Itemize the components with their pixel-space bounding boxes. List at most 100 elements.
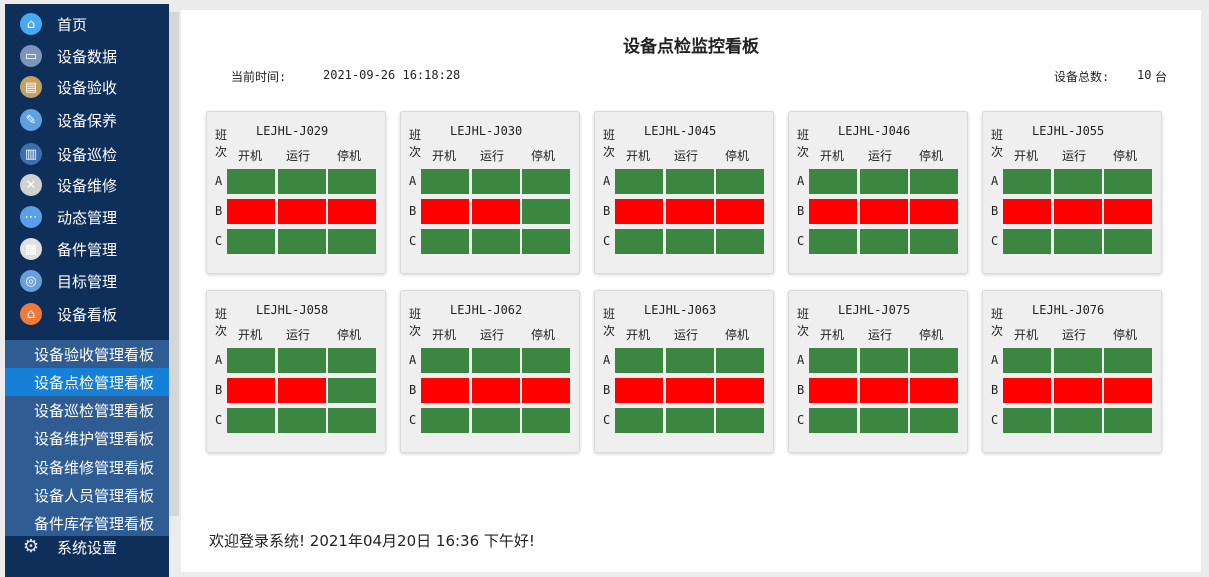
sidebar-item-device-data[interactable]: ▭ 设备数据 (5, 41, 169, 71)
submenu-item[interactable]: 设备维护管理看板 (34, 430, 155, 449)
status-cell[interactable] (227, 408, 275, 433)
status-cell[interactable] (522, 348, 570, 373)
status-cell[interactable] (1054, 229, 1102, 254)
status-cell[interactable] (1003, 348, 1051, 373)
sidebar-item-home[interactable]: ⌂ 首页 (5, 9, 169, 39)
status-cell[interactable] (1104, 169, 1152, 194)
status-cell[interactable] (328, 169, 376, 194)
status-cell[interactable] (278, 169, 326, 194)
status-cell[interactable] (1104, 199, 1152, 224)
status-cell[interactable] (860, 348, 908, 373)
status-cell[interactable] (328, 199, 376, 224)
status-cell[interactable] (666, 229, 714, 254)
status-cell[interactable] (615, 348, 663, 373)
status-cell[interactable] (1054, 199, 1102, 224)
status-cell[interactable] (666, 199, 714, 224)
status-cell[interactable] (421, 348, 469, 373)
status-cell[interactable] (615, 408, 663, 433)
status-cell[interactable] (278, 378, 326, 403)
sidebar-item-device-maintenance[interactable]: ✎ 设备保养 (5, 105, 169, 135)
status-cell[interactable] (1003, 169, 1051, 194)
status-cell[interactable] (421, 169, 469, 194)
status-cell[interactable] (421, 229, 469, 254)
status-cell[interactable] (809, 229, 857, 254)
status-cell[interactable] (522, 199, 570, 224)
status-cell[interactable] (522, 169, 570, 194)
status-cell[interactable] (1104, 348, 1152, 373)
status-cell[interactable] (328, 378, 376, 403)
status-cell[interactable] (522, 408, 570, 433)
status-cell[interactable] (615, 199, 663, 224)
status-cell[interactable] (1003, 229, 1051, 254)
status-cell[interactable] (910, 229, 958, 254)
status-cell[interactable] (910, 169, 958, 194)
status-cell[interactable] (809, 199, 857, 224)
status-cell[interactable] (472, 378, 520, 403)
status-cell[interactable] (716, 378, 764, 403)
device-card[interactable]: 班次 LEJHL-J063 开机 运行 停机 A B C (594, 290, 774, 453)
device-card[interactable]: 班次 LEJHL-J055 开机 运行 停机 A B C (982, 111, 1162, 274)
status-cell[interactable] (615, 169, 663, 194)
status-cell[interactable] (278, 348, 326, 373)
status-cell[interactable] (910, 199, 958, 224)
device-card[interactable]: 班次 LEJHL-J058 开机 运行 停机 A B C (206, 290, 386, 453)
submenu-item[interactable]: 设备人员管理看板 (34, 487, 155, 505)
status-cell[interactable] (615, 378, 663, 403)
status-cell[interactable] (328, 408, 376, 433)
sidebar-item-device-repair[interactable]: ✕ 设备维修 (5, 170, 169, 200)
status-cell[interactable] (1104, 378, 1152, 403)
sidebar-item-device-inspection[interactable]: ▥ 设备巡检 (5, 139, 169, 169)
status-cell[interactable] (809, 408, 857, 433)
status-cell[interactable] (666, 408, 714, 433)
submenu-item[interactable]: 设备验收管理看板 (34, 345, 155, 364)
sidebar-item-dynamic-management[interactable]: ⋯ 动态管理 (5, 202, 169, 232)
status-cell[interactable] (860, 229, 908, 254)
status-cell[interactable] (227, 199, 275, 224)
sidebar-item-device-dashboard[interactable]: ⌂ 设备看板 (5, 299, 169, 329)
submenu-item[interactable]: 设备巡检管理看板 (34, 402, 155, 421)
status-cell[interactable] (1003, 199, 1051, 224)
status-cell[interactable] (1104, 229, 1152, 254)
status-cell[interactable] (860, 169, 908, 194)
status-cell[interactable] (278, 199, 326, 224)
status-cell[interactable] (227, 229, 275, 254)
submenu-item[interactable]: 备件库存管理看板 (34, 515, 155, 534)
status-cell[interactable] (809, 169, 857, 194)
status-cell[interactable] (472, 199, 520, 224)
status-cell[interactable] (1054, 169, 1102, 194)
submenu-item[interactable]: 设备维修管理看板 (34, 458, 155, 477)
device-card[interactable]: 班次 LEJHL-J045 开机 运行 停机 A B C (594, 111, 774, 274)
status-cell[interactable] (716, 169, 764, 194)
device-card[interactable]: 班次 LEJHL-J076 开机 运行 停机 A B C (982, 290, 1162, 453)
status-cell[interactable] (860, 408, 908, 433)
status-cell[interactable] (716, 199, 764, 224)
sidebar-item-settings[interactable]: ⚙ 系统设置 (5, 532, 169, 562)
status-cell[interactable] (809, 348, 857, 373)
device-card[interactable]: 班次 LEJHL-J062 开机 运行 停机 A B C (400, 290, 580, 453)
status-cell[interactable] (421, 378, 469, 403)
status-cell[interactable] (278, 408, 326, 433)
status-cell[interactable] (1054, 408, 1102, 433)
status-cell[interactable] (1054, 378, 1102, 403)
status-cell[interactable] (227, 169, 275, 194)
status-cell[interactable] (227, 348, 275, 373)
status-cell[interactable] (716, 408, 764, 433)
status-cell[interactable] (421, 408, 469, 433)
status-cell[interactable] (666, 169, 714, 194)
status-cell[interactable] (472, 348, 520, 373)
status-cell[interactable] (809, 378, 857, 403)
status-cell[interactable] (1003, 408, 1051, 433)
status-cell[interactable] (522, 229, 570, 254)
status-cell[interactable] (472, 229, 520, 254)
status-cell[interactable] (910, 348, 958, 373)
status-cell[interactable] (421, 199, 469, 224)
status-cell[interactable] (227, 378, 275, 403)
status-cell[interactable] (716, 348, 764, 373)
sidebar-item-device-acceptance[interactable]: ▤ 设备验收 (5, 72, 169, 102)
status-cell[interactable] (472, 408, 520, 433)
status-cell[interactable] (472, 169, 520, 194)
device-card[interactable]: 班次 LEJHL-J030 开机 运行 停机 A B C (400, 111, 580, 274)
status-cell[interactable] (615, 229, 663, 254)
sidebar-item-spare-parts[interactable]: ▦ 备件管理 (5, 234, 169, 264)
status-cell[interactable] (860, 378, 908, 403)
